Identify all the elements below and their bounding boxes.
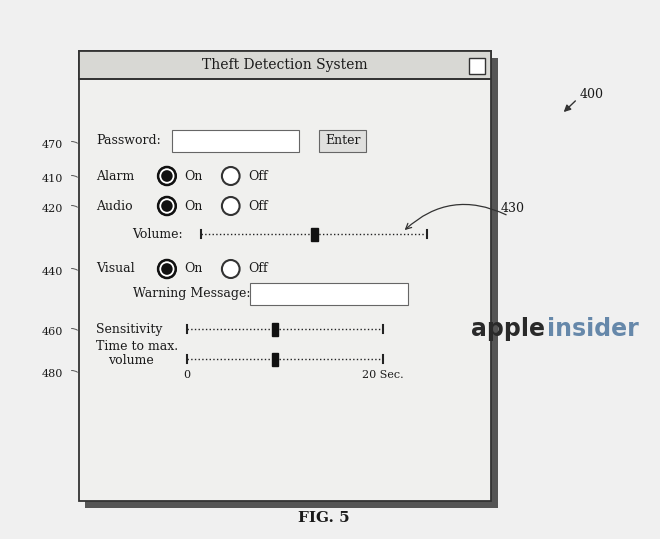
Circle shape — [161, 263, 173, 275]
FancyBboxPatch shape — [271, 353, 279, 365]
Text: apple: apple — [471, 317, 545, 341]
Text: Volume:: Volume: — [133, 227, 183, 240]
FancyBboxPatch shape — [311, 227, 317, 240]
FancyBboxPatch shape — [250, 283, 407, 305]
Text: 410: 410 — [42, 174, 63, 184]
Circle shape — [222, 260, 240, 278]
Text: Enter: Enter — [325, 135, 360, 148]
Text: On: On — [185, 199, 203, 212]
FancyBboxPatch shape — [85, 58, 498, 508]
FancyBboxPatch shape — [79, 51, 491, 501]
Text: Off: Off — [248, 262, 268, 275]
Circle shape — [161, 200, 173, 212]
Circle shape — [158, 167, 176, 185]
Text: On: On — [185, 262, 203, 275]
Text: 430: 430 — [501, 202, 525, 215]
Text: 440: 440 — [42, 267, 63, 277]
Text: 420: 420 — [42, 204, 63, 214]
FancyBboxPatch shape — [172, 130, 300, 152]
FancyBboxPatch shape — [319, 130, 366, 152]
Circle shape — [158, 260, 176, 278]
FancyBboxPatch shape — [271, 322, 279, 335]
Text: 480: 480 — [42, 369, 63, 379]
FancyBboxPatch shape — [79, 51, 491, 79]
Text: Audio: Audio — [96, 199, 133, 212]
Text: insider: insider — [547, 317, 639, 341]
Text: Sensitivity: Sensitivity — [96, 322, 163, 335]
Text: Alarm: Alarm — [96, 169, 135, 183]
Text: Off: Off — [248, 199, 268, 212]
FancyBboxPatch shape — [469, 58, 485, 74]
Text: 20 Sec.: 20 Sec. — [362, 370, 404, 380]
Circle shape — [222, 167, 240, 185]
Text: Theft Detection System: Theft Detection System — [202, 58, 368, 72]
Text: On: On — [185, 169, 203, 183]
Text: Off: Off — [248, 169, 268, 183]
Text: 470: 470 — [42, 140, 63, 150]
Circle shape — [158, 197, 176, 215]
Text: 460: 460 — [42, 327, 63, 337]
Text: Password:: Password: — [96, 135, 161, 148]
Text: volume: volume — [108, 354, 154, 367]
Text: Visual: Visual — [96, 262, 135, 275]
Circle shape — [161, 170, 173, 182]
Text: 0: 0 — [183, 370, 190, 380]
Text: FIG. 5: FIG. 5 — [298, 511, 350, 525]
Text: Time to max.: Time to max. — [96, 340, 178, 353]
Text: 400: 400 — [579, 87, 603, 100]
Text: Warning Message:: Warning Message: — [133, 287, 250, 301]
Circle shape — [222, 197, 240, 215]
